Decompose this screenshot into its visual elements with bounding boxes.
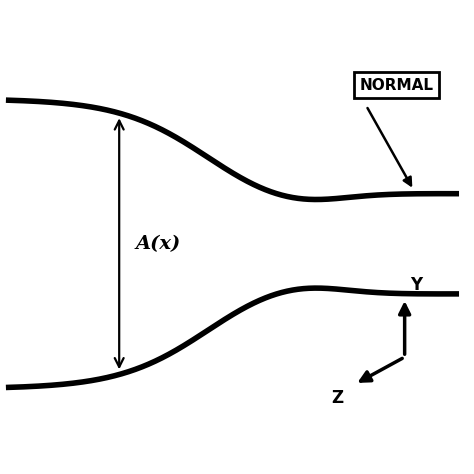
Text: NORMAL: NORMAL [359,78,433,93]
Text: A(x): A(x) [135,235,180,253]
Text: Y: Y [410,276,422,293]
Text: Z: Z [331,389,344,407]
